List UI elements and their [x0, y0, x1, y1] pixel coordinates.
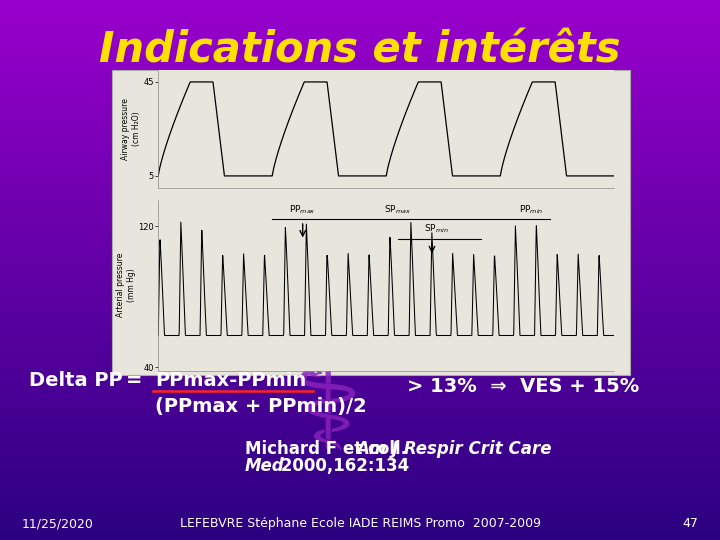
Y-axis label: Airway pressure
(cm H₂O): Airway pressure (cm H₂O) [122, 98, 141, 160]
Text: SP$_{max}$: SP$_{max}$ [384, 203, 411, 215]
Text: SP$_{min}$: SP$_{min}$ [424, 222, 449, 235]
Text: PPmax-PPmin: PPmax-PPmin [155, 371, 306, 390]
Text: Med: Med [245, 457, 284, 475]
Text: Indications et intérêts: Indications et intérêts [99, 30, 621, 72]
Text: =: = [126, 371, 143, 390]
FancyBboxPatch shape [112, 70, 630, 375]
Text: Am J Respir Crit Care: Am J Respir Crit Care [356, 440, 552, 458]
Text: PP$_{max}$: PP$_{max}$ [289, 203, 316, 215]
Text: (PPmax + PPmin)/2: (PPmax + PPmin)/2 [155, 397, 366, 416]
Text: ⚕: ⚕ [292, 349, 364, 477]
Text: PP$_{min}$: PP$_{min}$ [518, 203, 543, 215]
Text: 11/25/2020: 11/25/2020 [22, 517, 94, 530]
Text: 2000,162:134: 2000,162:134 [275, 457, 409, 475]
Y-axis label: Arterial pressure
(mm Hg): Arterial pressure (mm Hg) [116, 253, 135, 318]
Text: LEFEBVRE Stéphane Ecole IADE REIMS Promo  2007-2009: LEFEBVRE Stéphane Ecole IADE REIMS Promo… [179, 517, 541, 530]
Text: Delta PP: Delta PP [29, 371, 122, 390]
Text: > 13%  ⇒  VES + 15%: > 13% ⇒ VES + 15% [407, 376, 639, 396]
Text: Michard F et coll.: Michard F et coll. [245, 440, 413, 458]
Text: 47: 47 [683, 517, 698, 530]
